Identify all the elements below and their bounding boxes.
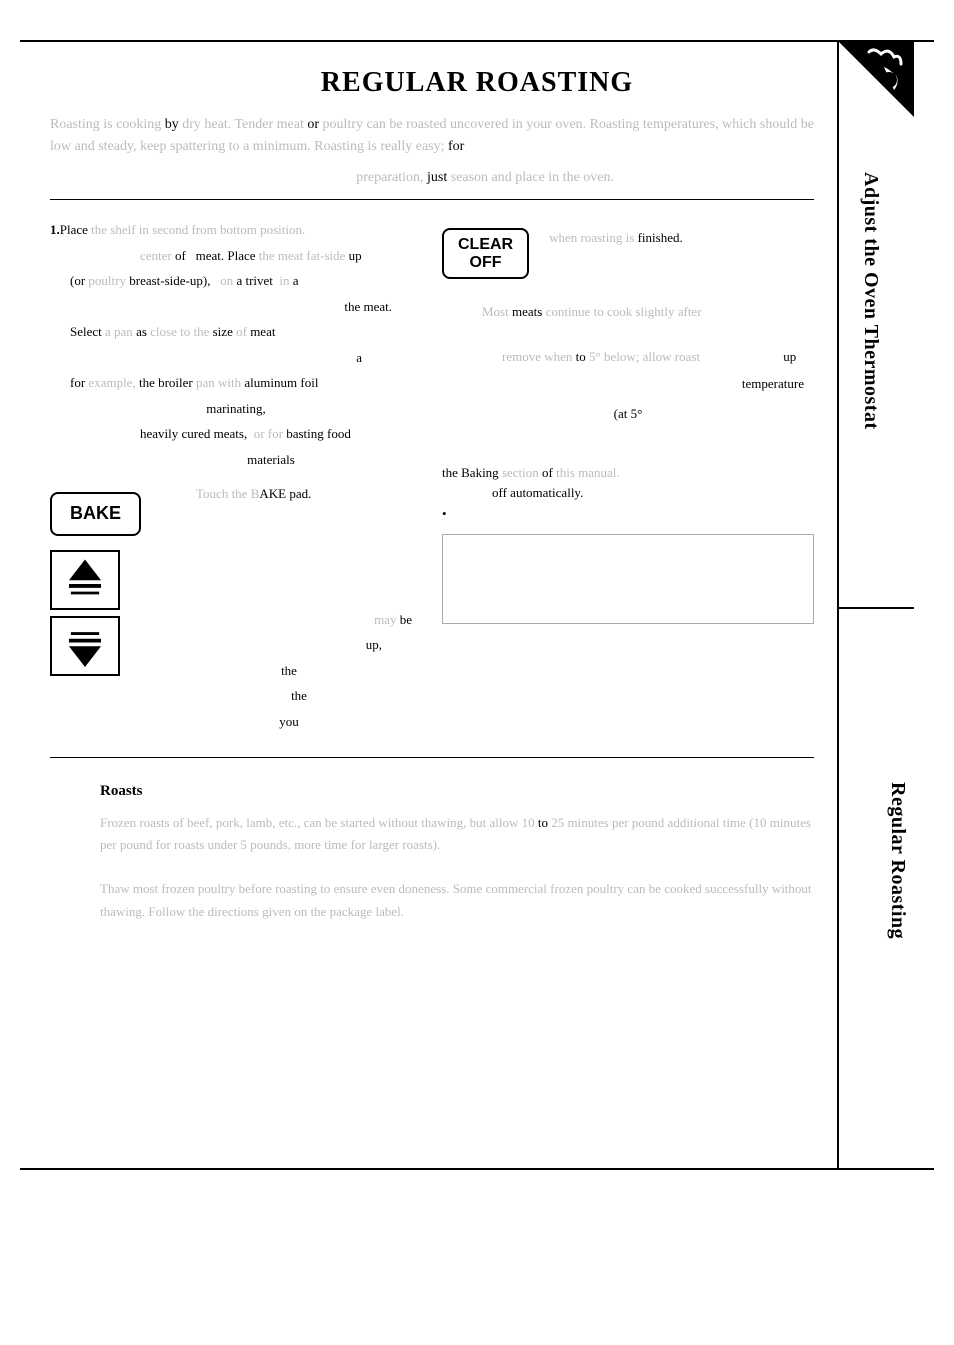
right-line-7: off automatically. (442, 483, 814, 503)
right-line-6: the Baking section of this manual. (442, 463, 814, 483)
up-arrow-button[interactable] (50, 550, 120, 610)
right-line-4: temperature (442, 374, 814, 394)
step-3-l3: the (156, 661, 422, 681)
right-column: CLEAR OFF when roasting is finished. Mos… (442, 220, 814, 737)
right-line-2: Most meats continue to cook slightly aft… (442, 302, 814, 322)
frozen-roasts-section: Roasts Frozen roasts of beef, pork, lamb… (20, 768, 934, 922)
step-1-line-8: materials (50, 450, 422, 470)
step-1-line-5: for example, the broiler pan with alumin… (50, 373, 422, 393)
intro-line-2: preparation, just season and place in th… (50, 167, 814, 189)
right-line-1: when roasting is finished. (549, 228, 814, 248)
frozen-roasts-title: Roasts (100, 783, 814, 800)
corner-decoration-icon (839, 42, 914, 117)
side-tab-thermostat: Adjust the Oven Thermostat (859, 172, 882, 430)
step-2-text: Touch the BAKE pad. (156, 484, 422, 504)
main-columns: 1.Place the shelf in second from bottom … (20, 210, 934, 737)
step-1-line-1: 1.Place the shelf in second from bottom … (50, 220, 422, 240)
clear-off-button[interactable]: CLEAR OFF (442, 228, 529, 279)
step-3-l5: you (156, 712, 422, 732)
intro-text: Roasting is cooking by dry heat. Tender … (20, 114, 934, 189)
divider-mid (50, 757, 814, 758)
side-tabs: Adjust the Oven Thermostat (859, 172, 909, 565)
bake-button[interactable]: BAKE (50, 492, 141, 536)
right-border (837, 42, 839, 1168)
step-1-line-6: marinating, (50, 399, 422, 419)
intro-line-1: Roasting is cooking by dry heat. Tender … (50, 114, 814, 159)
tab-divider (839, 607, 914, 609)
step-1-line-3b: the meat. (50, 297, 422, 317)
side-tab-roasting: Regular Roasting (886, 782, 909, 939)
frozen-roasts-body: Frozen roasts of beef, pork, lamb, etc.,… (100, 812, 814, 922)
right-bullet: • (442, 504, 814, 524)
step-1-line-2: center of meat. Place the meat fat-side … (50, 246, 422, 266)
right-line-3: remove when to 5° below; allow roast up (442, 347, 814, 367)
step-1-line-3: (or poultry breast-side-up), on a trivet… (50, 271, 422, 291)
step-1-line-4: Select a pan as close to the size of mea… (50, 322, 422, 342)
step-3-l1: may be (156, 610, 422, 630)
divider-top (50, 199, 814, 200)
down-arrow-button[interactable] (50, 616, 120, 676)
step-1-line-4b: a (50, 348, 422, 368)
blank-note-box (442, 534, 814, 624)
step-3-l4: the (156, 686, 422, 706)
page-title: REGULAR ROASTING (20, 67, 934, 99)
page-frame: REGULAR ROASTING Adjust the Oven Thermos… (20, 40, 934, 1170)
step-3-l2: up, (156, 635, 422, 655)
step-1-line-7: heavily cured meats, or for basting food (50, 424, 422, 444)
left-column: 1.Place the shelf in second from bottom … (50, 220, 422, 737)
right-line-5: (at 5° (442, 404, 814, 424)
